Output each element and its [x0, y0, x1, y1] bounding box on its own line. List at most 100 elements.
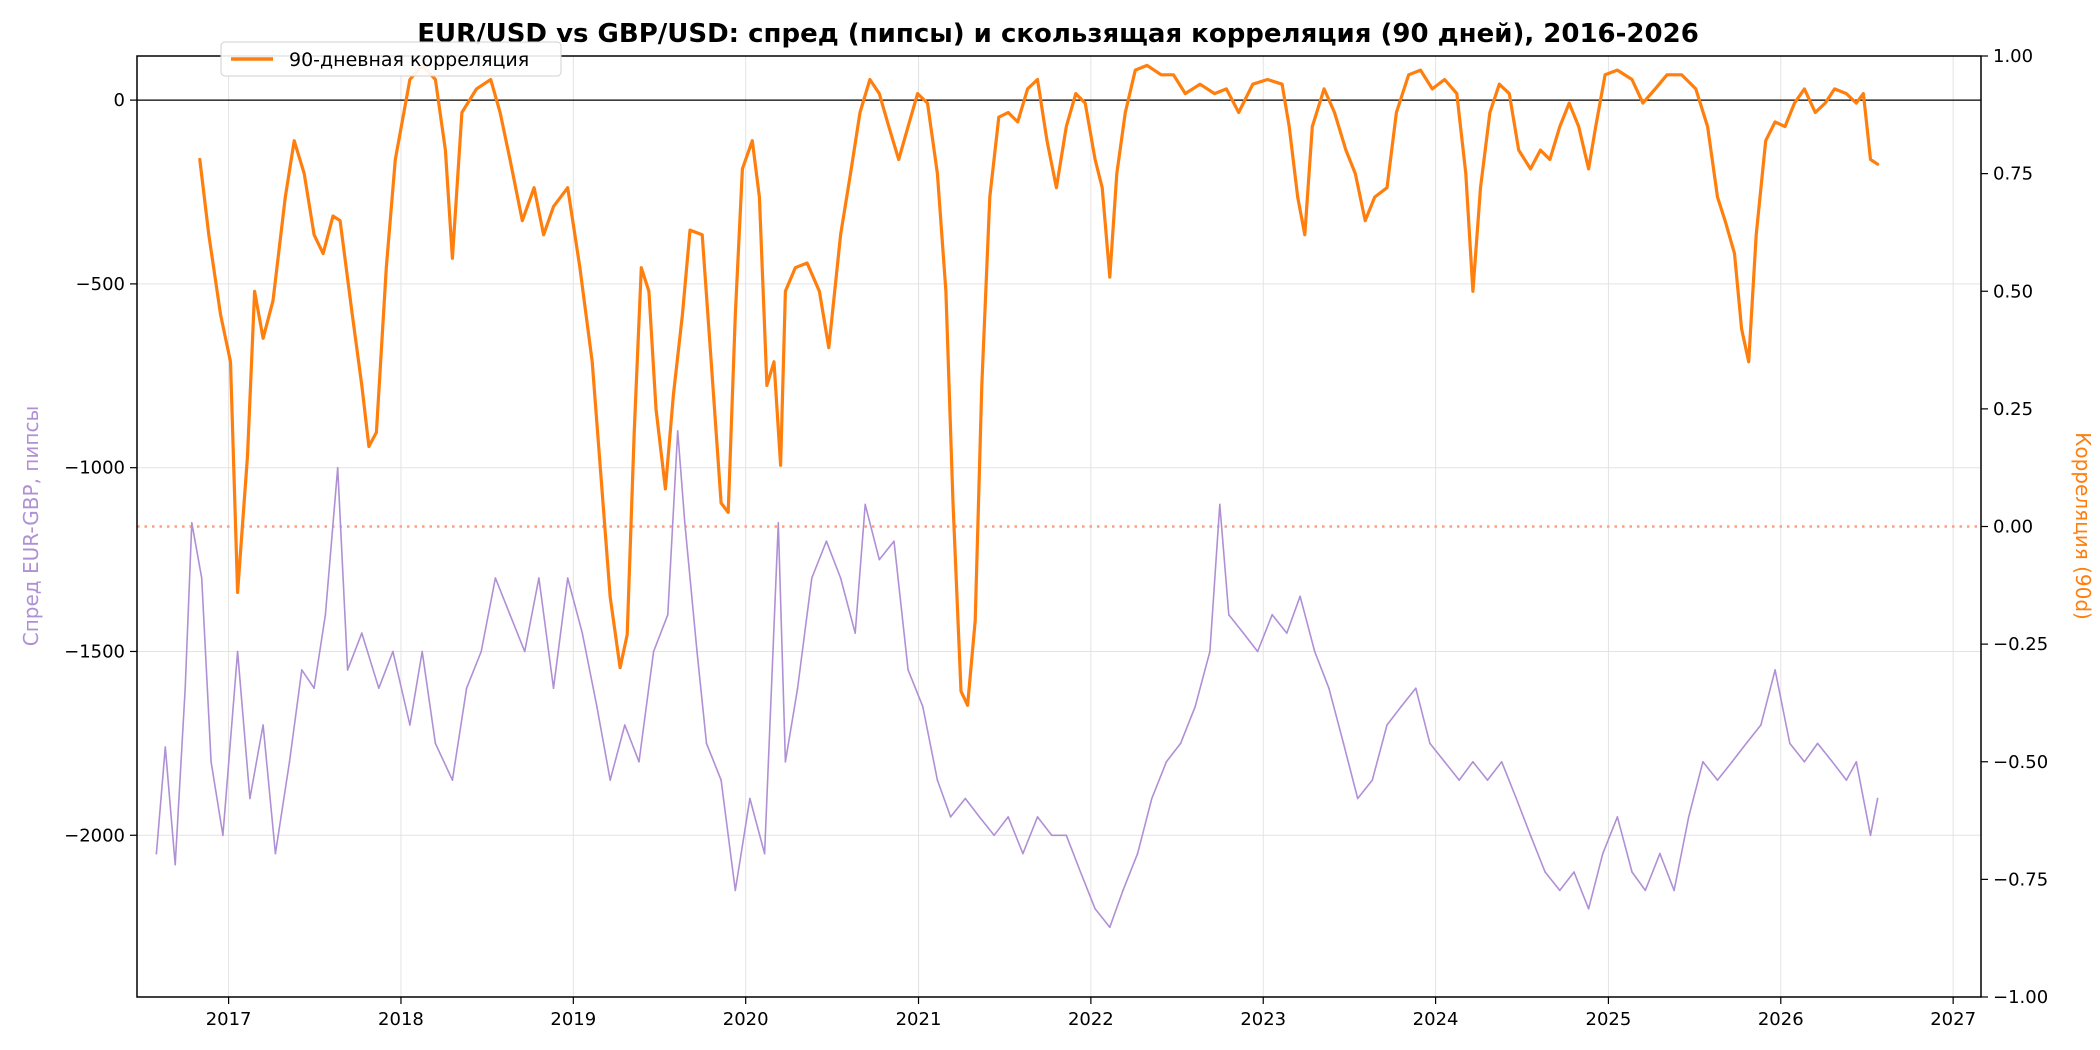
- spread-point: [854, 632, 856, 634]
- correlation-point: [1109, 276, 1111, 278]
- correlation-point: [1456, 92, 1458, 95]
- spread-point: [734, 889, 737, 892]
- y-left-tick-label: −1000: [64, 458, 125, 479]
- correlation-point: [1160, 74, 1162, 76]
- y-right-axis-ticks: 1.00 0.75 0.50 0.25 0.00 −0.25 −0.50 −0.75 −1.00: [1981, 46, 2048, 1008]
- spread-point: [538, 577, 540, 579]
- spread-point: [1256, 650, 1259, 653]
- spread-point: [1356, 797, 1359, 800]
- correlation-point: [1517, 149, 1520, 151]
- spread-point: [581, 632, 584, 634]
- spread-point: [200, 577, 203, 579]
- spread-point: [451, 779, 454, 781]
- correlation-point: [626, 633, 628, 636]
- spread-point: [1400, 705, 1402, 708]
- y-right-tick-label: −1.00: [1993, 987, 2048, 1008]
- correlation-point: [1046, 139, 1048, 142]
- spread-point: [509, 613, 511, 616]
- spread-point: [878, 558, 881, 561]
- correlation-point: [779, 464, 782, 467]
- spread-point: [1587, 908, 1590, 910]
- correlation-point: [552, 205, 555, 208]
- correlation-point: [385, 266, 388, 269]
- correlation-point: [579, 266, 581, 269]
- correlation-point: [998, 116, 1000, 118]
- spread-point: [964, 797, 967, 800]
- spread-point: [624, 724, 626, 726]
- correlation-point: [1472, 290, 1474, 293]
- legend-label-correlation: 90-дневная корреляция: [289, 49, 529, 71]
- spread-point: [1731, 761, 1733, 763]
- correlation-point: [1479, 186, 1482, 189]
- y-right-tick-label: −0.50: [1993, 752, 2048, 773]
- y-right-tick-label: 0.50: [1993, 281, 2033, 302]
- spread-point: [1228, 613, 1230, 616]
- correlation-point: [542, 234, 545, 236]
- spread-point: [1573, 871, 1575, 873]
- spread-point: [184, 687, 186, 689]
- spread-point: [978, 816, 981, 818]
- correlation-point: [451, 257, 454, 260]
- correlation-point: [897, 158, 900, 161]
- correlation-point: [751, 139, 754, 142]
- correlation-point: [339, 219, 341, 222]
- correlation-point: [361, 384, 363, 387]
- correlation-point: [1724, 219, 1726, 222]
- correlation-point: [509, 158, 511, 161]
- chart-title: EUR/USD vs GBP/USD: спред (пипсы) и скол…: [417, 19, 1699, 49]
- correlation-point: [1568, 102, 1570, 104]
- correlation-point: [1774, 121, 1776, 123]
- spread-point: [784, 761, 787, 763]
- correlation-point: [1869, 158, 1872, 161]
- correlation-point: [1489, 111, 1491, 114]
- x-axis-ticks: 2017 2018 2019 2020 2021 2022 2023 2024 2025 2026…: [206, 997, 1976, 1030]
- correlation-point: [952, 502, 954, 504]
- spread-point: [1774, 669, 1776, 671]
- correlation-point: [199, 158, 201, 161]
- correlation-point: [1747, 361, 1750, 363]
- y-right-tick-label: 0.25: [1993, 399, 2033, 420]
- spread-point: [1602, 852, 1604, 855]
- correlation-point: [1101, 186, 1103, 189]
- spread-point: [839, 577, 842, 579]
- correlation-point: [1833, 88, 1836, 90]
- correlation-point: [1587, 168, 1590, 170]
- correlation-point: [409, 78, 411, 81]
- spread-point: [1529, 834, 1532, 837]
- correlation-point: [1695, 88, 1697, 90]
- correlation-point: [727, 511, 729, 514]
- correlation-point: [1373, 196, 1376, 198]
- correlation-point: [521, 219, 524, 222]
- spread-point: [1271, 613, 1273, 616]
- correlation-point: [1680, 74, 1683, 76]
- correlation-point: [1124, 111, 1127, 114]
- y-right-tick-label: 0.75: [1993, 164, 2033, 185]
- correlation-point: [1604, 74, 1606, 76]
- spread-point: [1209, 650, 1211, 653]
- correlation-point: [1862, 92, 1865, 95]
- correlation-point: [1266, 78, 1269, 81]
- y-right-axis-label: Корреляция (90d): [2071, 432, 2095, 620]
- correlation-point: [806, 262, 808, 264]
- correlation-point: [1824, 102, 1826, 104]
- spread-point: [552, 687, 555, 689]
- spread-point: [1079, 871, 1082, 873]
- spread-point: [652, 650, 655, 653]
- x-tick-label: 2027: [1930, 1009, 1976, 1030]
- correlation-point: [960, 690, 962, 692]
- correlation-point: [828, 346, 830, 349]
- correlation-point: [293, 139, 296, 142]
- correlation-series-line: [198, 63, 1880, 707]
- correlation-point: [1007, 111, 1009, 114]
- spread-point: [434, 742, 437, 745]
- y-right-tick-label: −0.75: [1993, 869, 2048, 890]
- correlation-point: [720, 502, 722, 504]
- spread-point: [313, 687, 315, 689]
- correlation-point: [284, 196, 287, 198]
- correlation-point: [1755, 234, 1757, 236]
- correlation-point: [1213, 92, 1216, 95]
- spread-point: [1286, 632, 1288, 634]
- correlation-point: [1134, 69, 1137, 71]
- correlation-point: [1055, 186, 1058, 189]
- spread-point: [1219, 503, 1221, 506]
